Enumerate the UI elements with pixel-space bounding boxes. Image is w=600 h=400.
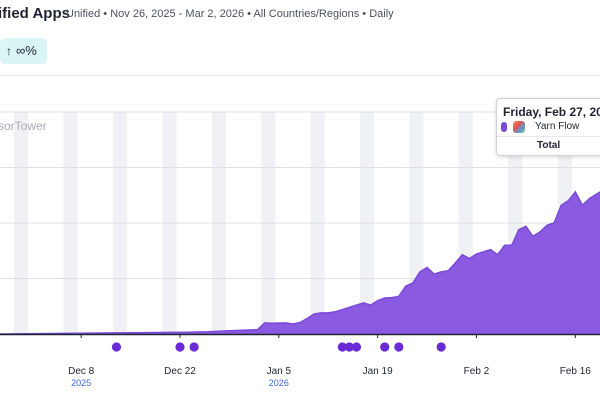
arrow-up-icon: ↑ bbox=[6, 44, 12, 58]
event-marker[interactable] bbox=[189, 342, 199, 352]
tooltip-date: Friday, Feb 27, 2026 bbox=[503, 105, 600, 119]
filter-summary: Unified • Nov 26, 2025 - Mar 2, 2026 • A… bbox=[66, 8, 394, 20]
header-divider bbox=[0, 75, 600, 76]
x-tick-label: Dec 22 bbox=[164, 366, 196, 377]
event-marker[interactable] bbox=[380, 342, 390, 352]
x-tick-label: Jan 5 bbox=[267, 366, 292, 377]
event-marker[interactable] bbox=[436, 342, 446, 352]
event-marker[interactable] bbox=[394, 342, 404, 352]
page-title: ified Apps bbox=[0, 5, 70, 22]
growth-value: ∞% bbox=[16, 43, 37, 58]
header: ified Apps Unified • Nov 26, 2025 - Mar … bbox=[0, 0, 600, 30]
event-marker[interactable] bbox=[111, 342, 122, 352]
app-icon bbox=[513, 121, 525, 133]
x-tick-label: Feb 16 bbox=[560, 366, 592, 377]
event-marker[interactable] bbox=[344, 342, 355, 352]
x-tick-label: Feb 2 bbox=[464, 366, 490, 377]
tooltip-series-row: Yarn Flow bbox=[501, 121, 600, 135]
event-markers bbox=[111, 342, 446, 352]
series-line-yarn-flow[interactable] bbox=[0, 190, 600, 335]
watermark-text: sorTower bbox=[0, 119, 47, 133]
series-area-yarn-flow[interactable] bbox=[0, 191, 600, 334]
tooltip-app-name: Yarn Flow bbox=[535, 121, 580, 132]
hover-tooltip: Friday, Feb 27, 2026 Yarn Flow Total bbox=[496, 98, 600, 156]
x-tick-label: Jan 19 bbox=[363, 366, 393, 377]
event-marker[interactable] bbox=[337, 342, 347, 352]
event-marker[interactable] bbox=[175, 342, 185, 352]
tooltip-divider bbox=[497, 136, 600, 137]
growth-badge[interactable]: ↑ ∞% bbox=[0, 38, 47, 64]
x-tick-label: Dec 8 bbox=[68, 366, 95, 377]
x-tick-year: 2025 bbox=[71, 378, 91, 388]
event-marker[interactable] bbox=[351, 342, 362, 352]
x-tick-year: 2026 bbox=[269, 378, 289, 388]
tooltip-total-label: Total bbox=[537, 140, 561, 151]
series-swatch-icon bbox=[501, 122, 507, 132]
